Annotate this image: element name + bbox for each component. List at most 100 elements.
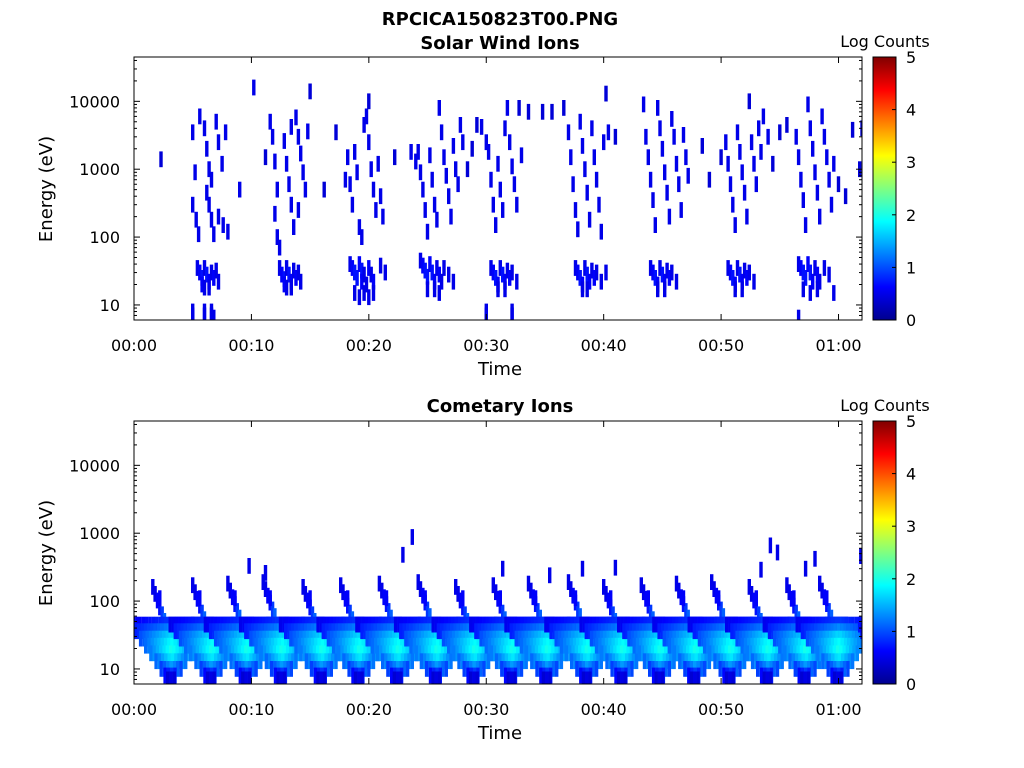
heatmap-cell [405,661,410,677]
heatmap-cell [294,270,298,286]
heatmap-cell [458,592,463,609]
heatmap-cell [573,202,578,218]
heatmap-cell [503,120,507,137]
heatmap-cell [182,630,186,647]
heatmap-cell [364,276,369,293]
heatmap-cell [742,262,747,279]
heatmap-cell [551,661,556,677]
heatmap-cell [863,623,866,639]
heatmap-cell [620,616,624,633]
heatmap-cell [153,586,157,602]
heatmap-cell [785,117,789,133]
heatmap-cell [360,623,364,640]
heatmap-cell [801,192,805,208]
heatmap-cell [570,653,574,670]
heatmap-cell [765,671,770,684]
heatmap-cell [380,582,384,599]
heatmap-cell [660,140,665,157]
heatmap-cell [418,252,423,269]
heatmap-cell [273,205,277,222]
heatmap-cell [431,616,435,633]
heatmap-cell [515,196,519,213]
heatmap-cell [390,667,394,684]
heatmap-cell [684,149,688,166]
heatmap-cell [261,574,265,590]
heatmap-cell [772,630,777,647]
heatmap-cell [450,637,454,654]
heatmap-cell [316,671,320,684]
heatmap-cell [767,623,772,640]
heatmap-cell [712,581,716,597]
heatmap-cell [308,599,312,616]
x-tick-label: 00:20 [346,336,392,355]
heatmap-cell [646,653,650,670]
heatmap-cell [592,270,596,286]
heatmap-cell [209,307,214,320]
heatmap-cell [587,273,592,290]
y-axis-label: Energy (eV) [36,500,57,606]
heatmap-cell [217,630,221,647]
heatmap-cell [407,630,411,647]
heatmap-cell [297,637,301,654]
heatmap-cell [416,144,420,160]
heatmap-cell [439,273,444,290]
heatmap-cell [731,671,735,684]
heatmap-cell [461,590,465,607]
heatmap-cell [555,661,559,677]
heatmap-cell [322,181,326,198]
heatmap-cell [822,589,827,606]
heatmap-cell [811,140,815,157]
heatmap-cell [500,661,504,677]
heatmap-cell [597,196,601,213]
heatmap-cell [425,223,430,240]
heatmap-cell [605,653,609,670]
heatmap-cell [690,616,695,633]
heatmap-cell [653,217,657,233]
x-tick-label: 00:50 [698,700,744,719]
heatmap-cell [571,176,575,193]
heatmap-cell [578,270,582,286]
heatmap-cell [569,149,573,166]
heatmap-cell [528,645,532,662]
heatmap-cell [494,270,498,286]
heatmap-cell [512,176,517,193]
heatmap-cell [449,208,453,225]
heatmap-cell [510,307,514,320]
heatmap-cell [505,262,510,279]
heatmap-cell [308,653,312,670]
heatmap-cell [493,645,497,662]
heatmap-cell [205,266,209,283]
x-tick-label: 00:00 [111,700,157,719]
heatmap-cell [475,117,479,133]
heatmap-cell [194,211,198,228]
heatmap-cell [815,266,820,283]
heatmap-cell [580,281,585,298]
heatmap-cell [268,590,272,607]
heatmap-cell [319,671,323,684]
heatmap-cell [626,661,631,677]
heatmap-cell [747,579,751,595]
heatmap-cell [367,289,371,306]
colorbar-tick-label: 1 [906,258,916,277]
heatmap-cell [282,276,286,293]
heatmap-cell [796,309,801,320]
heatmap-cell [313,667,318,684]
heatmap-cell [516,661,520,677]
heatmap-cell [718,661,722,677]
heatmap-cell [251,661,255,677]
heatmap-cell [202,260,207,276]
heatmap-cell [648,260,653,276]
heatmap-cell [512,623,517,640]
heatmap-cell [706,637,710,654]
heatmap-cell [576,264,580,281]
heatmap-cell [308,590,312,607]
heatmap-cell [818,208,822,225]
heatmap-cell [544,616,548,633]
heatmap-cell [432,196,437,213]
heatmap-cell [216,208,221,225]
heatmap-cell [622,623,626,640]
heatmap-cell [801,281,805,298]
heatmap-cell [695,623,700,640]
heatmap-cell [803,270,808,286]
heatmap-cell [444,661,448,677]
